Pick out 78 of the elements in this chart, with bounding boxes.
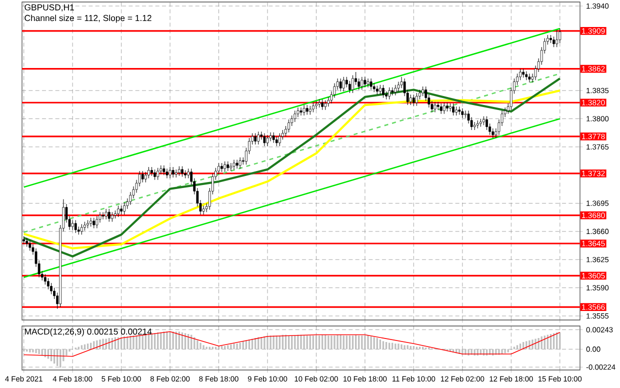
- candlestick: [339, 78, 342, 92]
- candlestick: [321, 99, 324, 110]
- candlestick: [552, 36, 556, 48]
- candlestick: [294, 110, 296, 122]
- candlestick: [148, 166, 150, 179]
- candlestick: [110, 212, 114, 222]
- candlestick: [202, 205, 205, 215]
- candlestick: [224, 161, 226, 172]
- candlestick: [172, 166, 174, 178]
- candlestick: [168, 166, 172, 179]
- candlestick: [226, 161, 230, 172]
- candlestick: [348, 80, 351, 94]
- candlestick: [278, 132, 281, 146]
- candlestick: [181, 166, 184, 177]
- candlestick: [230, 162, 232, 172]
- candlestick: [47, 278, 50, 290]
- candlestick: [378, 84, 382, 95]
- candlestick: [117, 205, 120, 218]
- candlestick: [397, 81, 400, 92]
- candlestick: [123, 202, 126, 215]
- candlestick: [388, 87, 391, 100]
- candlestick: [464, 110, 467, 118]
- candlestick: [263, 132, 266, 146]
- candlestick: [166, 168, 168, 179]
- candlestick: [257, 131, 260, 145]
- candlestick: [528, 73, 531, 83]
- chart-title: GBPUSD,H1: [24, 4, 74, 12]
- candlestick: [422, 86, 424, 96]
- candlestick: [382, 84, 384, 98]
- candlestick: [74, 220, 77, 234]
- candlestick: [436, 102, 440, 110]
- candlestick: [306, 104, 308, 115]
- chart-title: MACD(12,26,9) 0.00215 0.00214: [24, 328, 152, 336]
- candlestick: [272, 132, 275, 144]
- candlestick: [254, 132, 257, 145]
- candlestick: [558, 28, 562, 44]
- candlestick: [364, 76, 366, 88]
- candlestick: [104, 208, 108, 220]
- candlestick: [442, 102, 446, 114]
- candlestick: [352, 74, 354, 94]
- text: Channel size = 112, Slope = 1.12: [24, 14, 152, 23]
- candlestick: [302, 104, 306, 116]
- candlestick: [461, 108, 464, 118]
- candlestick: [232, 160, 236, 170]
- candlestick: [342, 76, 345, 92]
- candlestick: [409, 94, 412, 106]
- candlestick: [156, 168, 160, 180]
- candlestick: [238, 157, 242, 169]
- candlestick: [236, 160, 238, 169]
- candlestick: [416, 92, 418, 106]
- candlestick: [275, 136, 278, 146]
- candlestick: [162, 165, 166, 176]
- candlestick: [28, 240, 32, 252]
- candlestick: [556, 30, 558, 48]
- candlestick: [71, 220, 74, 230]
- candlestick: [92, 217, 96, 228]
- candlestick: [300, 107, 302, 116]
- candlestick: [452, 103, 454, 116]
- candlestick: [80, 224, 83, 235]
- candlestick: [394, 84, 397, 96]
- candlestick: [96, 216, 98, 228]
- candlestick: [434, 102, 436, 113]
- candlestick: [102, 212, 104, 220]
- candlestick: [366, 78, 370, 88]
- candlestick: [266, 134, 269, 146]
- candlestick: [154, 169, 156, 180]
- candlestick: [187, 168, 190, 179]
- candlestick: [360, 76, 364, 90]
- candlestick: [412, 94, 415, 106]
- candlestick: [269, 132, 272, 142]
- candlestick: [178, 166, 180, 176]
- candlestick: [324, 100, 327, 110]
- candlestick: [288, 119, 290, 133]
- candlestick: [141, 170, 144, 183]
- candlestick: [370, 78, 372, 90]
- candlestick: [312, 102, 314, 113]
- candlestick: [440, 103, 442, 114]
- candlestick: [108, 208, 110, 222]
